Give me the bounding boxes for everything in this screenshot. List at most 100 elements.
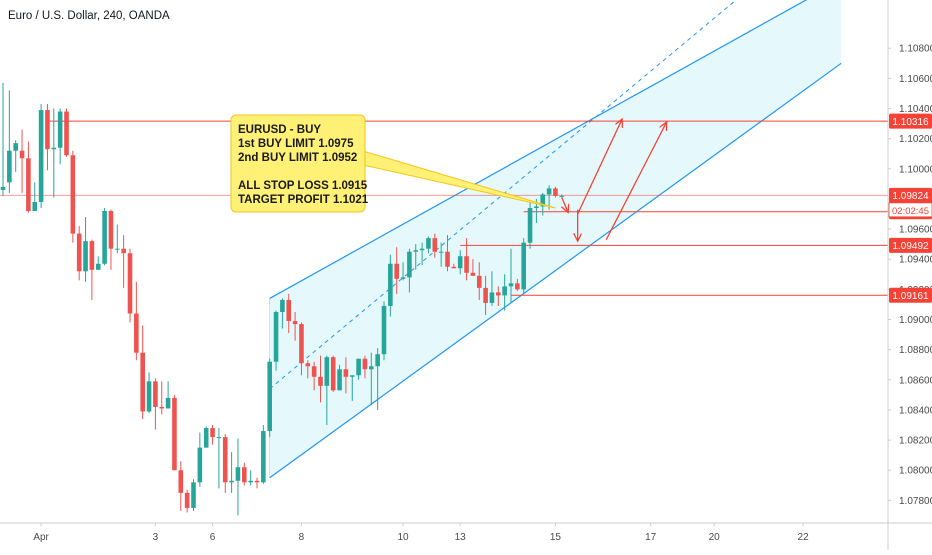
candle-body xyxy=(242,467,247,483)
candle-body xyxy=(51,147,57,150)
candle-body xyxy=(426,238,431,249)
candle-body xyxy=(146,381,152,412)
candle-body xyxy=(134,313,139,353)
candle-body xyxy=(235,467,241,481)
x-tick-label: 22 xyxy=(798,532,810,543)
candle-body xyxy=(57,111,63,148)
candle-body xyxy=(102,211,107,264)
candle-body xyxy=(26,158,31,212)
candle-body xyxy=(432,238,438,252)
candle-body xyxy=(349,375,355,377)
candle-body xyxy=(407,251,412,278)
candle-body xyxy=(64,111,69,156)
candle-body xyxy=(502,286,507,296)
level-label-bg-1.09492 xyxy=(889,237,932,253)
candle-body xyxy=(273,311,279,362)
horizontal-levels[interactable] xyxy=(0,120,888,296)
x-tick-label: 13 xyxy=(455,532,467,543)
y-tick-label: 1.08200 xyxy=(899,436,932,447)
x-tick-label: 20 xyxy=(709,532,721,543)
note-box[interactable] xyxy=(230,114,366,213)
candle-body xyxy=(337,369,342,391)
candle-body xyxy=(470,272,476,276)
y-tick-label: 1.10600 xyxy=(899,74,932,85)
note-line-3: 2nd BUY LIMIT 1.0952 xyxy=(238,152,357,164)
candle-body xyxy=(191,482,196,508)
candle-body xyxy=(521,242,526,290)
x-tick-label: 15 xyxy=(550,532,562,543)
x-tick-label: 8 xyxy=(299,532,305,543)
y-tick-label: 1.09400 xyxy=(899,255,932,266)
arrow-3[interactable] xyxy=(577,119,622,215)
x-tick-label: 3 xyxy=(153,532,159,543)
channel-fill xyxy=(269,0,842,478)
candle-body xyxy=(0,186,6,190)
level-label-bg-1.09824 xyxy=(889,187,932,203)
candle-body xyxy=(413,250,419,252)
channel-upper-line[interactable] xyxy=(269,0,842,299)
candle-body xyxy=(210,428,215,438)
candle-body xyxy=(19,150,25,159)
candle-body xyxy=(362,358,368,370)
trend-arrows[interactable] xyxy=(562,119,667,241)
level-label-bg-1.09161 xyxy=(889,287,932,303)
candle-body xyxy=(388,263,393,306)
candle-body xyxy=(445,251,450,267)
candle-body xyxy=(394,263,399,279)
candle-body xyxy=(451,266,457,269)
candle-body xyxy=(76,233,82,272)
candle-body xyxy=(13,143,18,151)
y-tick-label: 1.08000 xyxy=(899,466,932,477)
candle-body xyxy=(515,283,520,290)
level-label-1.10316: 1.10316 xyxy=(892,117,929,128)
candle-body xyxy=(178,470,184,493)
candle-body xyxy=(7,150,12,183)
symbol-title: Euro / U.S. Dollar, 240, OANDA xyxy=(8,10,170,22)
candle-body xyxy=(457,256,463,269)
level-label-1.09492: 1.09492 xyxy=(892,241,929,252)
arrow-4[interactable] xyxy=(605,122,666,240)
channel-median-line[interactable] xyxy=(269,0,753,390)
candles xyxy=(0,82,565,516)
candle-body xyxy=(229,480,234,483)
candle-body xyxy=(165,397,171,409)
candle-body xyxy=(343,369,349,377)
y-tick-label: 1.10800 xyxy=(899,44,932,55)
level-label-1.09824: 1.09824 xyxy=(892,191,929,202)
candle-body xyxy=(172,397,177,471)
candle-body xyxy=(318,376,323,386)
candle-body xyxy=(286,299,292,322)
candle-body xyxy=(254,480,260,483)
candle-body xyxy=(280,299,285,312)
channel-lower-line[interactable] xyxy=(269,62,842,479)
note-line-1: EURUSD - BUY xyxy=(238,124,321,136)
candle-body xyxy=(70,155,76,234)
candle-body xyxy=(324,357,330,386)
y-tick-label: 1.08600 xyxy=(899,375,932,386)
note-line-2: 1st BUY LIMIT 1.0975 xyxy=(238,138,354,150)
candle-body xyxy=(127,253,133,314)
candle-body xyxy=(299,324,304,364)
candle-body xyxy=(222,437,228,483)
candle-body xyxy=(89,241,95,270)
price-labels: 1.103161.098241.097151.094921.0916102:02… xyxy=(888,113,932,303)
candle-body xyxy=(311,366,317,377)
candle-body xyxy=(464,256,469,273)
candle-body xyxy=(159,406,165,409)
time-axis[interactable]: Apr 3 6 8 10 13 15 17 20 22 xyxy=(33,523,809,543)
candle-body xyxy=(121,248,126,254)
level-label-bg-1.10316 xyxy=(889,113,932,129)
x-tick-label: 17 xyxy=(645,532,657,543)
candle-body xyxy=(419,248,425,251)
candle-body xyxy=(305,363,311,367)
trade-note[interactable]: EURUSD - BUY 1st BUY LIMIT 1.0975 2nd BUY … xyxy=(230,114,556,213)
note-line-5: ALL STOP LOSS 1.0915 xyxy=(238,180,368,192)
candle-body xyxy=(375,354,380,367)
candle-body xyxy=(553,188,558,196)
arrow-1[interactable] xyxy=(562,197,568,212)
candle-body xyxy=(381,305,387,355)
candle-body xyxy=(476,275,482,288)
parallel-channel[interactable] xyxy=(269,0,842,479)
candle-body xyxy=(438,251,444,253)
